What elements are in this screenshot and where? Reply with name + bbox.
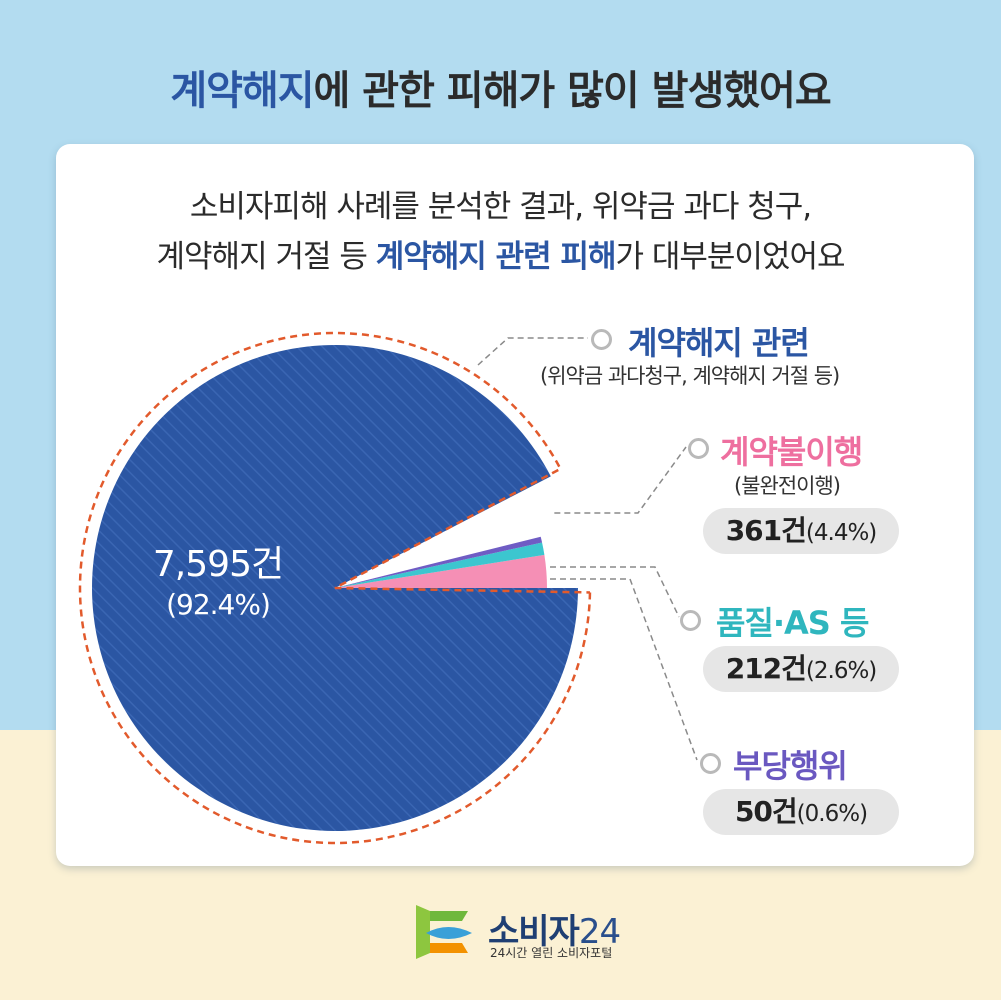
page-title: 계약해지에 관한 피해가 많이 발생했어요 [0, 58, 1001, 116]
legend-percent-nonperformance: (4.4%) [805, 520, 877, 546]
legend-marker-nonperformance-icon [688, 438, 709, 459]
legend-value-nonperformance: 361건(4.4%) [703, 508, 899, 554]
summary-line-1: 소비자피해 사례를 분석한 결과, 위약금 과다 청구, [189, 189, 812, 225]
legend-marker-quality-as-icon [680, 610, 701, 631]
main-slice-percent: (92.4%) [166, 588, 271, 621]
legend-percent-unfair-practice: (0.6%) [796, 801, 868, 827]
legend-marker-contract-termination-icon [591, 329, 612, 350]
summary-line-2-pre: 계약해지 거절 등 [156, 239, 376, 275]
logo-tagline: 24시간 열린 소비자포털 [490, 946, 613, 960]
summary-line-2-post: 가 대부분이었어요 [615, 239, 845, 275]
pie-slice-unfair-practice [335, 536, 543, 588]
legend-count-nonperformance: 361건 [725, 514, 807, 547]
legend-sub-nonperformance: (불완전이행) [734, 474, 841, 498]
summary-line-2-highlight: 계약해지 관련 피해 [375, 239, 617, 275]
summary-text: 소비자피해 사례를 분석한 결과, 위약금 과다 청구, 계약해지 거절 등 계… [0, 182, 1001, 282]
main-slice-value-label: 7,595건 (92.4%) [118, 545, 318, 625]
logo-name: 소비자 [488, 912, 580, 952]
legend-value-unfair-practice: 50건(0.6%) [703, 789, 899, 835]
pie-slice-quality-as [335, 542, 545, 588]
pie-highlight-outline [78, 331, 592, 845]
legend-percent-quality-as: (2.6%) [805, 658, 877, 684]
legend-sub-contract-termination: (위약금 과다청구, 계약해지 거절 등) [540, 364, 840, 388]
leader-line-nonperformance [554, 446, 687, 514]
pie-slice-nonperformance [335, 554, 547, 588]
page-title-rest: 에 관한 피해가 많이 발생했어요 [313, 68, 832, 114]
legend-title-quality-as: 품질·AS 등 [716, 604, 869, 642]
legend-title-contract-termination: 계약해지 관련 [628, 324, 810, 362]
leader-line-contract-termination [477, 337, 588, 366]
legend-value-quality-as: 212건(2.6%) [703, 646, 899, 692]
page-title-highlight: 계약해지 [170, 68, 314, 114]
logo-wordmark: 소비자24 [488, 904, 621, 953]
legend-marker-unfair-practice-icon [700, 753, 721, 774]
leader-line-quality-as [550, 566, 680, 618]
consumer24-logo-icon [416, 905, 472, 959]
leader-line-unfair-practice [550, 578, 698, 761]
logo-number: 24 [578, 912, 621, 952]
main-slice-count: 7,595건 [152, 544, 284, 585]
legend-count-quality-as: 212건 [725, 652, 807, 685]
legend-title-nonperformance: 계약불이행 [720, 433, 863, 471]
summary-line-2: 계약해지 거절 등 계약해지 관련 피해가 대부분이었어요 [0, 232, 1001, 282]
legend-title-unfair-practice: 부당행위 [733, 747, 848, 785]
legend-count-unfair-practice: 50건 [734, 795, 798, 828]
